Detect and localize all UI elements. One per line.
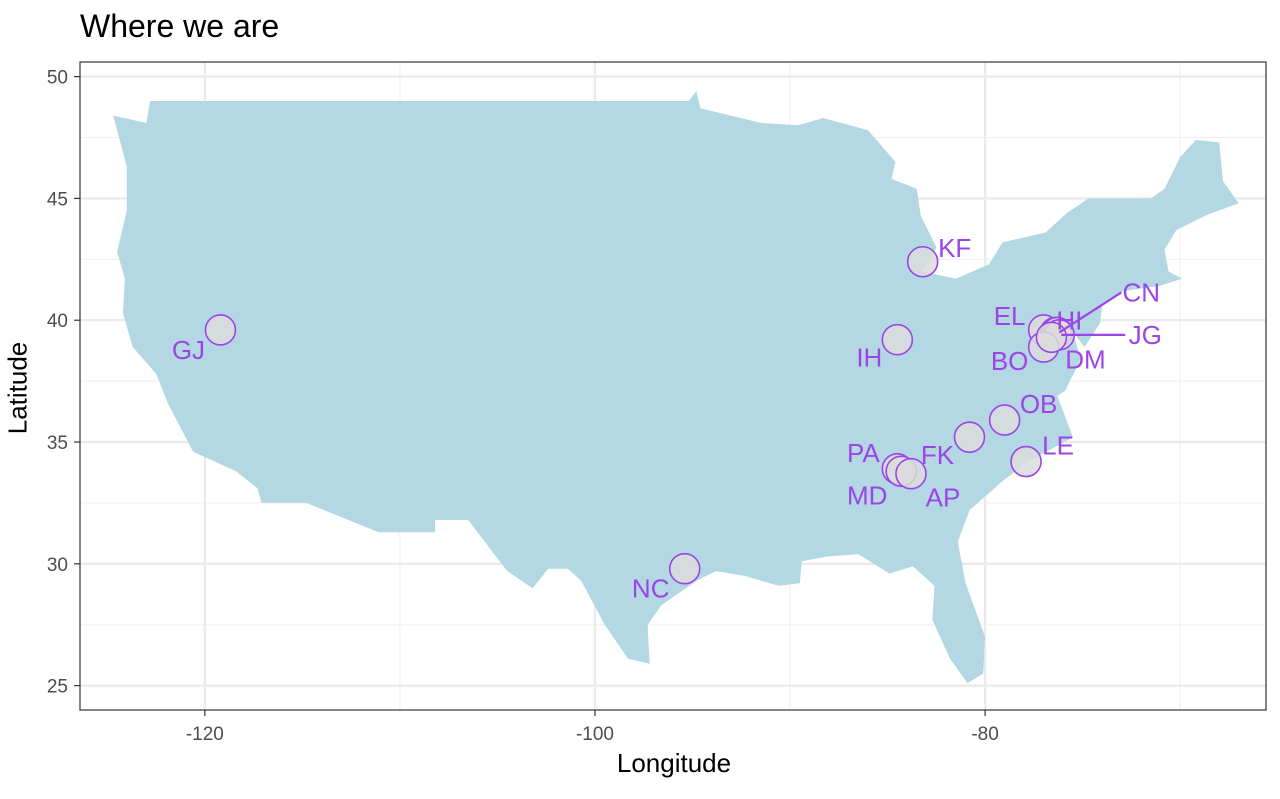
site-marker-kf	[906, 245, 939, 278]
x-tick-label: -120	[186, 724, 224, 745]
site-marker-gj	[204, 314, 237, 346]
y-tick-label: 30	[47, 555, 68, 576]
y-tick-label: 50	[47, 68, 68, 89]
x-axis-label: Longitude	[616, 748, 732, 778]
site-marker-nc	[668, 552, 701, 585]
axes: -120 -100 -80 25 30 35 40 45 50	[47, 61, 1267, 745]
site-label-dm: DM	[1065, 344, 1105, 374]
site-label-md: MD	[847, 480, 887, 510]
site-label-fk: FK	[921, 440, 955, 470]
site-label-cn: CN	[1122, 277, 1160, 307]
y-tick-label: 45	[47, 189, 68, 210]
site-label-jg: JG	[1129, 320, 1162, 350]
y-tick-label: 40	[47, 311, 68, 332]
site-label-el: EL	[994, 301, 1026, 331]
site-label-gj: GJ	[172, 335, 205, 365]
leader-line-cn	[1058, 291, 1122, 334]
site-label-le: LE	[1042, 431, 1074, 461]
site-label-kf: KF	[938, 233, 971, 263]
site-label-pa: PA	[847, 438, 880, 468]
y-tick-label: 35	[47, 433, 68, 454]
site-label-ap: AP	[926, 483, 961, 513]
site-label-ob: OB	[1020, 389, 1058, 419]
site-label-nc: NC	[632, 574, 670, 604]
site-label-ih: IH	[856, 343, 882, 373]
usa-shape	[113, 91, 1239, 684]
usa-map	[113, 91, 1239, 684]
site-marker-le	[1010, 445, 1042, 478]
site-marker-ih	[881, 323, 914, 356]
y-tick-label: 25	[47, 677, 68, 698]
site-markers	[204, 245, 1076, 585]
site-marker-ap	[895, 457, 927, 490]
panel-border	[79, 61, 1267, 711]
x-tick-label: -80	[971, 724, 998, 745]
site-marker-fk	[953, 421, 986, 453]
site-marker-ob	[988, 404, 1021, 436]
site-label-bo: BO	[991, 346, 1029, 376]
site-marker-dm	[1035, 321, 1068, 354]
x-tick-label: -100	[576, 724, 614, 745]
chart-title: Where we are	[80, 8, 280, 44]
